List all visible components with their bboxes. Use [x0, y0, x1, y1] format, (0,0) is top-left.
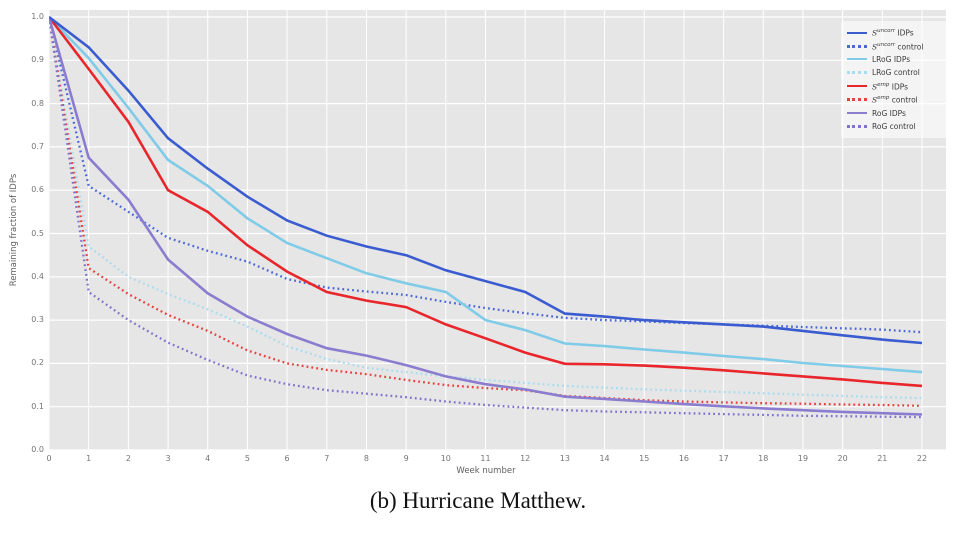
- legend-label: RoG control: [872, 121, 916, 131]
- y-tick-label: 1.0: [31, 12, 44, 21]
- x-axis-label: Week number: [456, 466, 516, 476]
- y-tick-label: 0.2: [31, 358, 44, 368]
- x-tick-label: 18: [758, 454, 769, 463]
- series-line-1: [49, 16, 923, 334]
- series-line-0: [49, 15, 923, 345]
- x-tick-label: 17: [718, 454, 729, 463]
- y-tick-label: 0.1: [31, 401, 44, 411]
- legend-line-sample: [847, 98, 867, 102]
- x-tick-label: 3: [165, 454, 171, 463]
- x-tick-label: 22: [916, 454, 928, 463]
- legend-item: RoG IDPs: [847, 106, 943, 119]
- legend-item: RoG control: [847, 120, 943, 133]
- x-tick-label: 4: [205, 454, 211, 463]
- y-tick-label: 0.7: [31, 141, 44, 151]
- y-tick-label: 0.4: [31, 271, 44, 281]
- legend-item: LRoG control: [847, 66, 943, 79]
- series-line-5: [49, 16, 923, 407]
- legend-line-sample: [847, 124, 867, 128]
- legend-item: Suncorr IDPs: [847, 26, 943, 39]
- line-chart: [49, 10, 946, 450]
- series-line-2: [49, 16, 923, 374]
- legend-label: Semp IDPs: [872, 82, 909, 92]
- x-tick-label: 20: [837, 454, 848, 463]
- x-tick-label: 13: [559, 454, 570, 463]
- y-tick-label: 0.9: [31, 55, 44, 65]
- legend-line-sample: [847, 85, 867, 88]
- x-tick-label: 0: [46, 454, 52, 463]
- y-axis-label: Remaining fraction of IDPs: [9, 173, 19, 287]
- x-tick-label: 1: [86, 454, 92, 463]
- legend-line-sample: [847, 112, 867, 115]
- legend-label: Semp control: [872, 95, 918, 105]
- legend-line-sample: [847, 71, 867, 75]
- legend-item: LRoG IDPs: [847, 53, 943, 66]
- x-tick-label: 15: [639, 454, 650, 463]
- legend-label: RoG IDPs: [872, 108, 906, 118]
- legend-item: Semp IDPs: [847, 80, 943, 93]
- x-tick-label: 8: [363, 454, 369, 463]
- figure-caption: (b) Hurricane Matthew.: [369, 488, 587, 513]
- x-tick-label: 7: [324, 454, 330, 463]
- x-tick-label: 21: [877, 454, 888, 463]
- legend-line-sample: [847, 58, 867, 61]
- y-tick-label: 0.8: [31, 98, 44, 108]
- x-tick-label: 11: [480, 454, 491, 463]
- x-tick-label: 5: [244, 454, 250, 463]
- legend-label: LRoG IDPs: [872, 54, 911, 64]
- series-line-6: [49, 16, 923, 416]
- x-tick-label: 6: [284, 454, 290, 463]
- legend-label: Suncorr control: [872, 41, 924, 52]
- series-line-3: [49, 16, 923, 400]
- x-tick-label: 9: [403, 454, 409, 463]
- plot-area: [49, 10, 946, 450]
- legend-item: Semp control: [847, 93, 943, 106]
- legend-label: Suncorr IDPs: [872, 28, 914, 38]
- x-tick-label: 2: [125, 454, 131, 463]
- x-tick-label: 19: [797, 454, 809, 463]
- y-tick-label: 0.3: [31, 315, 44, 325]
- legend: Suncorr IDPs Suncorr control LRoG IDPs LRoG…: [841, 21, 947, 139]
- x-tick-label: 14: [599, 454, 610, 463]
- x-tick-label: 10: [440, 454, 451, 463]
- y-tick-label: 0.5: [31, 228, 44, 238]
- y-tick-label: 0.6: [31, 185, 44, 195]
- y-tick-label: 0.0: [31, 445, 44, 454]
- series-line-4: [49, 16, 923, 388]
- x-tick-label: 16: [678, 454, 689, 463]
- legend-line-sample: [847, 31, 867, 34]
- x-tick-label: 12: [520, 454, 531, 463]
- legend-item: Suncorr control: [847, 39, 943, 52]
- legend-label: LRoG control: [872, 68, 920, 78]
- legend-line-sample: [847, 44, 867, 48]
